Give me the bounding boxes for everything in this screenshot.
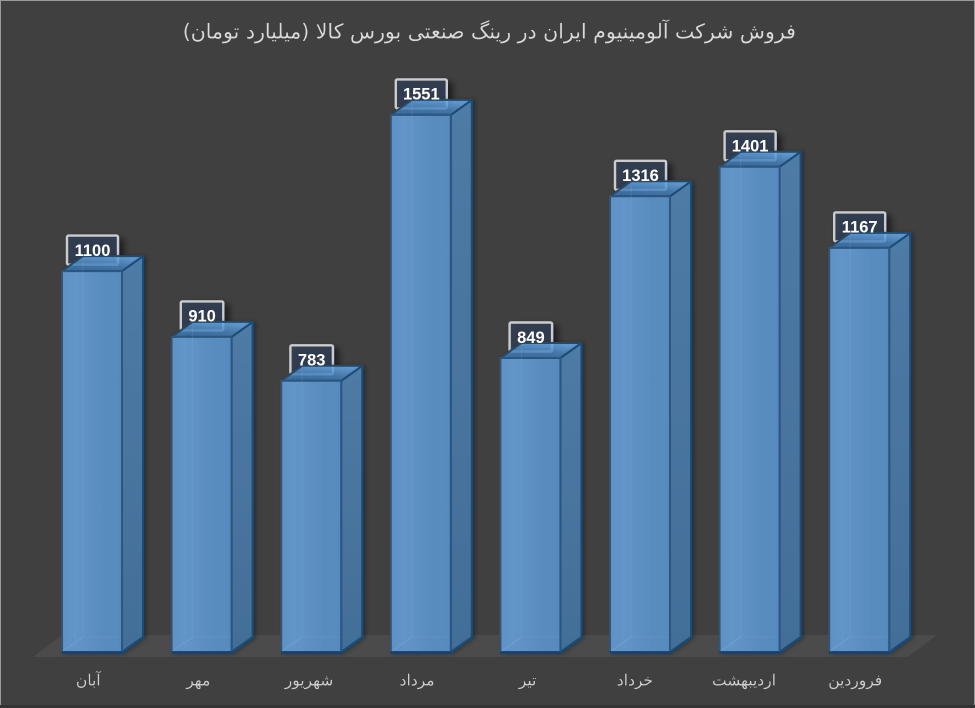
svg-text:1167: 1167 — [842, 219, 878, 237]
svg-text:783: 783 — [298, 352, 326, 370]
svg-text:849: 849 — [517, 329, 545, 347]
svg-text:1100: 1100 — [75, 242, 111, 260]
svg-text:1401: 1401 — [732, 138, 769, 156]
svg-text:910: 910 — [188, 308, 216, 326]
svg-text:1316: 1316 — [622, 167, 659, 185]
svg-text:1551: 1551 — [403, 86, 440, 104]
